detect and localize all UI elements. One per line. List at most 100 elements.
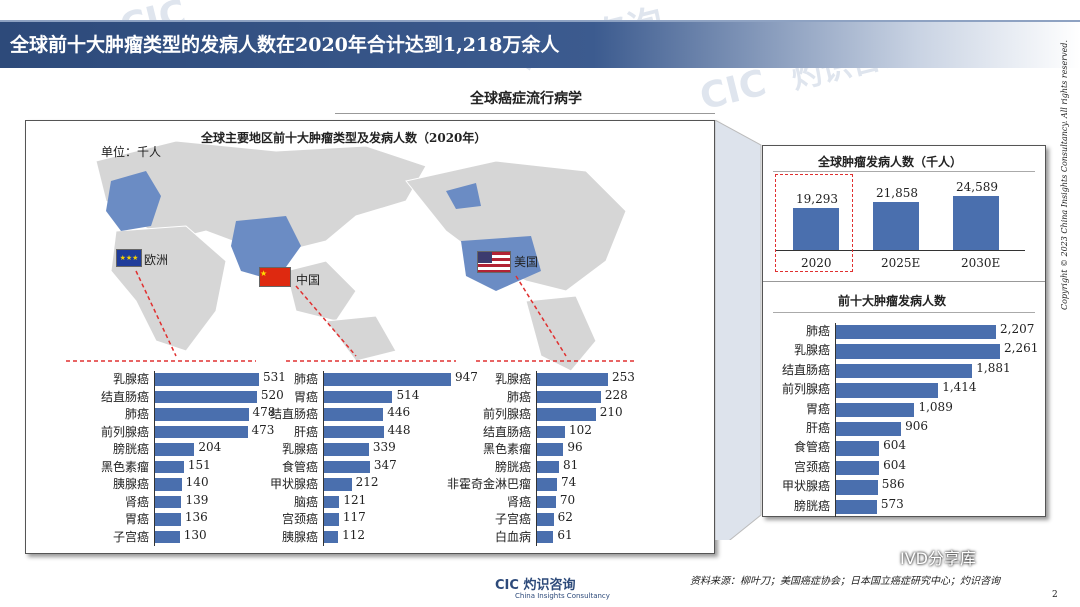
southeast-asia-shape [285,260,357,322]
category-label: 膀胱癌 [112,442,149,456]
bar [323,373,451,386]
bar [323,478,352,491]
bar [953,196,999,250]
category-label: 肝癌 [805,421,830,435]
unit-label: 单位：千人 [101,145,162,159]
category-label: 乳腺癌 [793,343,830,358]
category-label: 食管癌 [281,459,318,474]
category-label: 2030E [961,256,1001,270]
category-label: 膀胱癌 [793,498,830,513]
value-label: 531 [263,370,286,384]
value-label: 19,293 [796,191,838,206]
section-subtitle: 全球癌症流行病学 [470,91,582,107]
bar [835,422,902,437]
panel-connector [715,120,762,540]
bar [323,530,339,543]
bar [835,441,880,456]
category-label: 黑色素瘤 [100,459,149,474]
bar [323,495,340,508]
region-label-china: 中国 [296,273,321,287]
bar [154,513,181,526]
value-label: 24,589 [956,180,998,194]
axis-line [536,371,537,546]
highlight-box [775,174,853,272]
value-label: 121 [343,492,367,507]
value-label: 130 [183,527,207,542]
value-label: 62 [557,510,573,524]
bar [835,383,939,398]
bar [323,513,339,526]
category-label: 白血病 [494,529,531,544]
value-label: 1,414 [942,380,977,395]
bar [323,390,393,403]
africa-shape [110,225,227,352]
value-label: 2,207 [1000,322,1035,336]
bar [536,530,554,543]
header-rule [0,20,1080,22]
category-label: 宫颈癌 [793,459,830,474]
bar [835,325,997,340]
value-label: 448 [387,422,411,437]
value-label: 586 [881,477,905,492]
bar [154,443,195,456]
value-label: 204 [198,440,222,454]
bar [154,460,184,473]
bar [323,443,369,456]
value-label: 210 [599,405,623,419]
bar [154,530,180,543]
region-label-usa: 美国 [514,255,539,269]
title-bar [0,22,1080,68]
value-label: 1,881 [976,360,1011,375]
category-label: 胃癌 [293,389,318,404]
category-label: 2025E [881,256,921,270]
bar [154,408,249,421]
top10-title: 前十大肿瘤发病人数 [838,294,947,308]
value-label: 81 [563,457,579,472]
bar [873,201,919,250]
value-label: 140 [185,475,209,489]
bar [835,344,1000,359]
axis-line [154,371,155,546]
page-number: 2 [1052,590,1058,600]
value-label: 102 [569,422,592,437]
category-label: 乳腺癌 [494,372,531,386]
bar [536,495,556,508]
cic-logo-subtext: China Insights Consultancy [515,592,610,600]
map-panel: 全球主要地区前十大肿瘤类型及发病人数（2020年） 单位：千人 ★★★ 欧洲 ★… [25,120,715,554]
page-title: 全球前十大肿瘤类型的发病人数在2020年合计达到1,218万余人 [10,34,560,56]
value-label: 573 [880,496,904,511]
title-underline [773,312,1035,313]
value-label: 112 [342,527,366,542]
bar [835,499,877,514]
category-label: 甲状腺癌 [269,477,318,491]
value-label: 514 [396,387,420,402]
category-label: 肾癌 [506,494,531,509]
category-label: 肺癌 [293,372,318,386]
panel-divider [763,281,1045,282]
wechat-watermark: IVD分享库 [900,549,976,568]
bar [835,460,880,476]
bar [835,480,878,495]
category-label: 前列腺癌 [100,424,149,439]
category-label: 膀胱癌 [494,459,531,474]
category-label: 甲状腺癌 [781,479,830,494]
value-label: 136 [184,510,208,524]
category-label: 2020 [801,256,832,270]
global-summary-panel: 全球肿瘤发病人数（千人） 19,293 2020 21,858 2025E 24,589… [762,145,1046,517]
category-label: 非霍奇金淋巴瘤 [446,477,531,491]
bar [793,207,839,250]
title-underline [773,171,1035,172]
bar [536,478,558,491]
value-label: 96 [567,440,583,454]
category-label: 前列腺癌 [482,407,531,421]
region-label-europe: 欧洲 [144,253,169,267]
category-label: 子宫癌 [112,529,149,544]
category-label: 结直肠癌 [482,424,531,439]
bar [536,408,596,421]
axis-line [323,371,324,546]
bar [154,373,259,386]
value-label: 347 [373,457,397,472]
category-label: 胃癌 [124,512,149,526]
category-label: 肝癌 [293,424,318,439]
category-label: 胃癌 [805,401,830,416]
